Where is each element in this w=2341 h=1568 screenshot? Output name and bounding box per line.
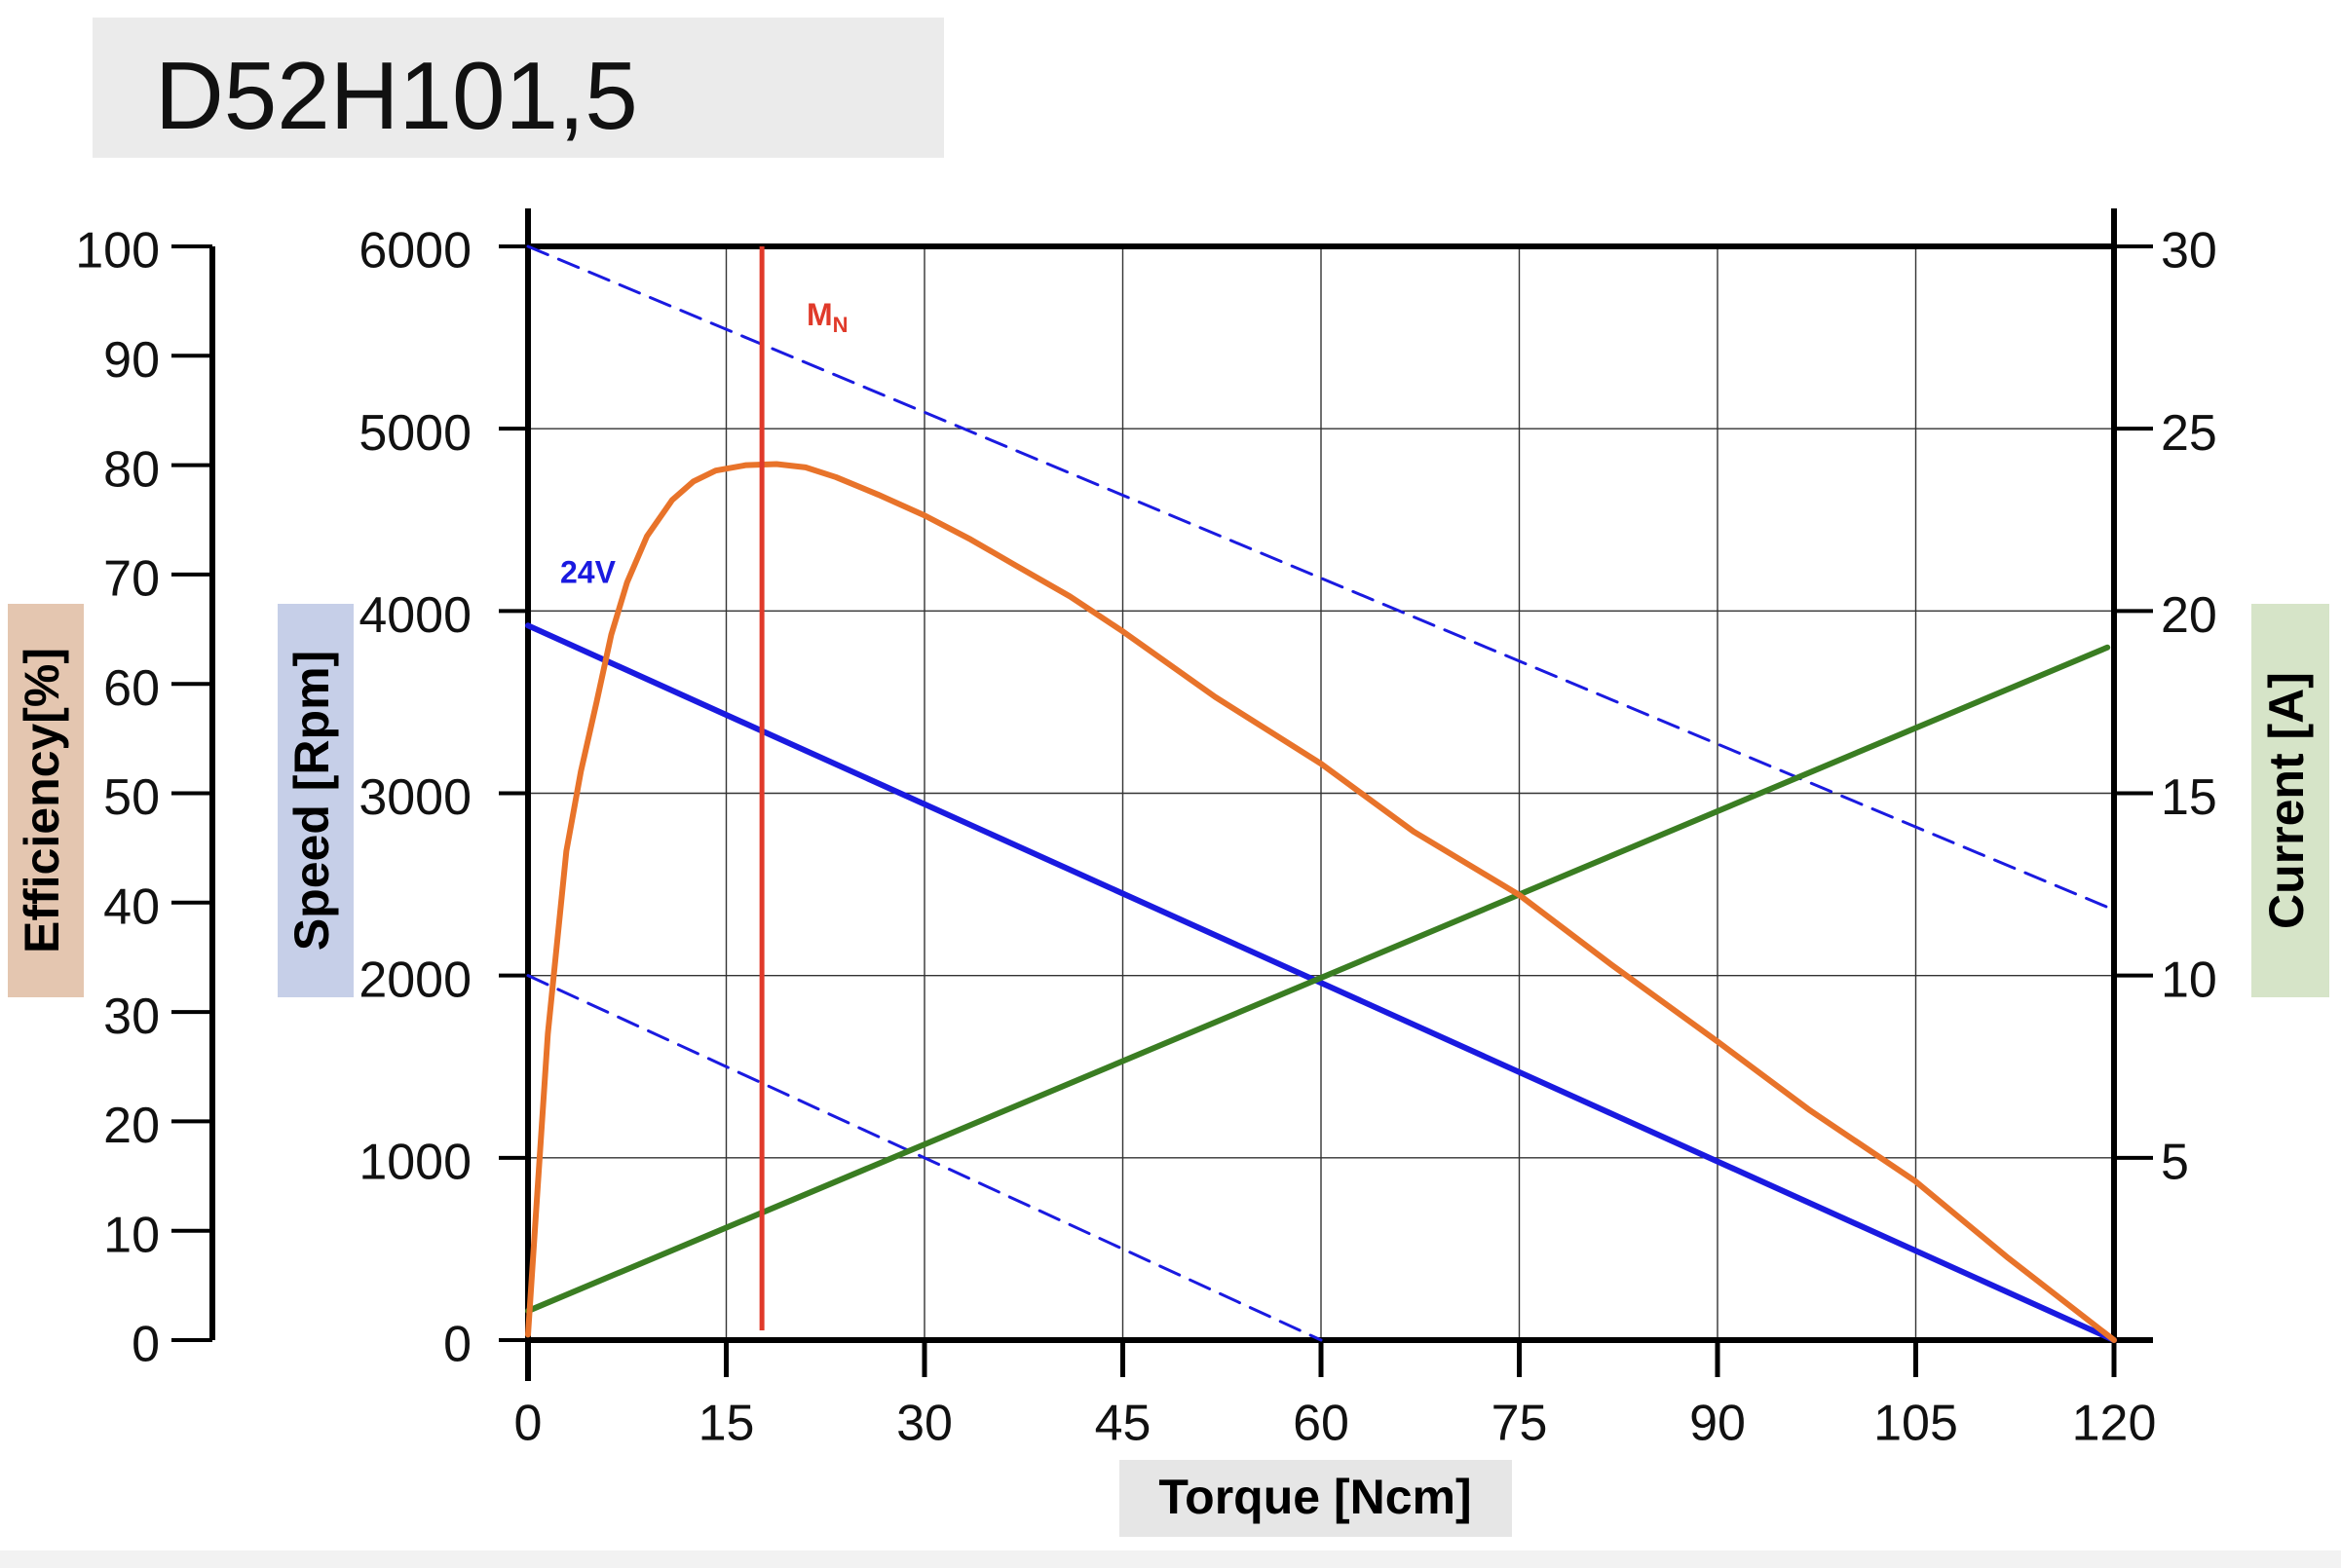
x-tick-label: 105 [1873,1396,1958,1452]
rated-torque-subscript: N [833,313,849,337]
x-tick-label: 120 [2072,1396,2157,1452]
y3-tick-label: 40 [103,879,160,936]
y3-tick-label: 90 [103,332,160,389]
y3-tick-label: 100 [75,223,160,280]
y2-label-box [2251,604,2329,997]
y-tick-label: 4000 [359,587,472,644]
x-tick-label: 45 [1095,1396,1152,1452]
series-line [525,644,2111,1315]
y2-tick-label: 25 [2161,405,2217,462]
y3-tick-label: 0 [132,1317,160,1373]
x-label-box [1119,1460,1512,1537]
title-box [93,18,944,158]
y2-tick-label: 5 [2161,1135,2189,1191]
y3-tick-label: 20 [103,1098,160,1154]
x-tick-label: 30 [896,1396,953,1452]
y2-axis-label: Current [A] [2259,672,2314,929]
x-tick-label: 15 [699,1396,755,1452]
x-tick-label: 75 [1491,1396,1548,1452]
x-axis-label: Torque [Ncm] [1158,1470,1471,1524]
y-tick-label: 6000 [359,223,472,280]
rated-torque-label: MN [807,297,849,336]
y2-tick-label: 15 [2161,769,2217,826]
y-tick-label: 0 [443,1317,472,1373]
chart-title: D52H101,5 [155,42,638,149]
y3-label-box [8,604,84,997]
y-label-box [278,604,354,997]
y2-tick-label: 10 [2161,952,2217,1008]
x-tick-label: 0 [514,1396,543,1452]
y3-axis-label: Efficiency[%] [15,648,69,953]
x-tick-label: 60 [1293,1396,1349,1452]
y3-tick-label: 60 [103,660,160,717]
y3-tick-label: 10 [103,1207,160,1263]
y3-tick-label: 30 [103,989,160,1045]
series-line [525,622,2117,1343]
series-line [526,244,2116,912]
y3-tick-label: 70 [103,551,160,608]
y-tick-label: 5000 [359,405,472,462]
footer-strip [0,1550,2341,1568]
y-tick-label: 2000 [359,952,472,1008]
y3-tick-label: 50 [103,769,160,826]
series-line [525,461,2117,1343]
rated-torque-symbol: M [807,297,833,332]
y3-tick-label: 80 [103,441,160,498]
x-tick-label: 90 [1689,1396,1746,1452]
y-tick-label: 3000 [359,769,472,826]
series-label: 24V [560,554,617,589]
y-axis-label: Speed [Rpm] [284,651,339,951]
series-line [526,974,1323,1342]
y2-tick-label: 30 [2161,223,2217,280]
y-tick-label: 1000 [359,1135,472,1191]
y2-tick-label: 20 [2161,587,2217,644]
